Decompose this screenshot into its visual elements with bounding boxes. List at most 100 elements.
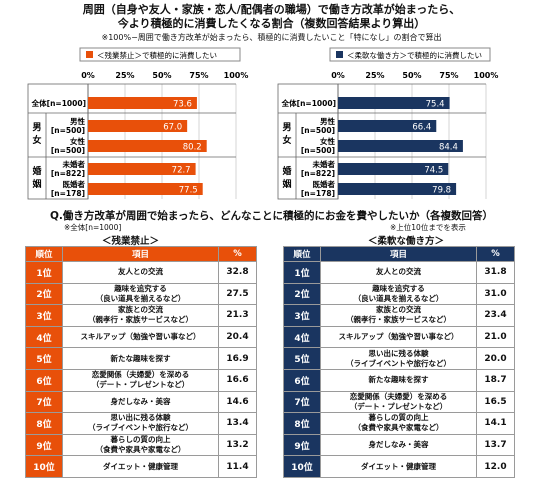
right-tick-label: 75% — [439, 71, 458, 80]
item-cell: 趣味を追究する （良い道具を揃えるなど） — [62, 282, 219, 306]
item-cell: スキルアップ（勉強や習い事など） — [320, 325, 477, 349]
table-row: 8位 思い出に残る体験 （ライブイベントや旅行など） 13.4 — [25, 412, 257, 435]
item-cell: 思い出に残る体験 （ライブイベントや旅行など） — [320, 347, 477, 370]
main-note: ※100%−周囲で働き方改革が始まったら、積極的に消費したいこと「特になし」の割… — [101, 33, 442, 42]
rank-cell: 5位 — [25, 347, 63, 370]
right-legend-box — [329, 47, 491, 62]
table-row: 8位 暮らしの質の向上 （食費や家具や家電など） 14.1 — [283, 412, 515, 435]
left-group-marital-char: 婚 — [32, 165, 41, 177]
percent-cell: 16.5 — [476, 390, 515, 414]
right-bar-value: 75.4 — [426, 100, 445, 110]
rank-cell: 7位 — [283, 390, 321, 414]
table-row: 1位 友人との交流 31.8 — [283, 261, 515, 284]
rank-cell: 4位 — [283, 325, 321, 349]
item-cell: 趣味を追究する （良い道具を揃えるなど） — [320, 282, 477, 306]
right-tick-label: 50% — [402, 71, 421, 80]
right-row-label: 全体[n=1000] — [281, 98, 336, 108]
left-row-label: 既婚者 — [63, 179, 86, 189]
left-bar-value: 77.5 — [179, 186, 198, 196]
left-group-marital-char: 姻 — [32, 178, 41, 190]
right-legend-label: ＜柔軟な働き方＞で積極的に消費したい — [347, 50, 482, 60]
table-row: 2位 趣味を追究する （良い道具を揃えるなど） 31.0 — [283, 282, 515, 306]
table-row: 5位 思い出に残る体験 （ライブイベントや旅行など） 20.0 — [283, 347, 515, 370]
right-tick-label: 0% — [331, 71, 345, 80]
table-row: 3位 家族との交流 （親孝行・家族サービスなど） 23.4 — [283, 304, 515, 327]
right-tick-label: 25% — [365, 71, 384, 80]
item-cell: 新たな趣味を探す — [62, 347, 219, 370]
rank-cell: 8位 — [25, 412, 63, 435]
percent-header: % — [218, 246, 257, 262]
right-group-marital-char: 姻 — [282, 178, 291, 190]
right-group-sex-char: 女 — [282, 134, 291, 146]
ranking-table-right: 順位 項目% 1位 友人との交流 31.8 2位 趣味を追究する （良い道具を揃えるなど） 31… — [283, 246, 515, 478]
rank-cell: 1位 — [25, 261, 63, 284]
left-bar-value: 80.2 — [183, 143, 202, 153]
question-heading: Q.働き方改革が周囲で始まったら、どんなことに積極的にお金を費やしたいか（各複数… — [50, 210, 493, 222]
ranking-table-left: 順位 項目% 1位 友人との交流 32.8 2位 趣味を追究する （良い道具を揃えるなど） 27… — [25, 246, 257, 478]
left-legend-box — [79, 47, 241, 62]
item-cell: 家族との交流 （親孝行・家族サービスなど） — [62, 304, 219, 327]
right-group-marital-char: 婚 — [282, 165, 291, 177]
rank-cell: 8位 — [283, 412, 321, 435]
right-bar — [338, 163, 449, 175]
percent-cell: 31.8 — [476, 261, 515, 284]
right-bar-value: 79.8 — [432, 186, 451, 196]
left-tick-label: 0% — [81, 71, 95, 80]
rank-cell: 7位 — [25, 390, 63, 414]
percent-cell: 13.4 — [218, 412, 257, 435]
left-bar-value: 67.0 — [163, 123, 182, 133]
percent-header: % — [476, 246, 515, 262]
table-row: 10位 ダイエット・健康管理 11.4 — [25, 455, 257, 478]
rank-cell: 9位 — [283, 433, 321, 457]
right-bar — [338, 97, 450, 109]
table-row: 4位 スキルアップ（勉強や習い事など） 20.4 — [25, 325, 257, 349]
item-cell: 思い出に残る体験 （ライブイベントや旅行など） — [62, 412, 219, 435]
rank-cell: 4位 — [25, 325, 63, 349]
table-row: 6位 新たな趣味を探す 18.7 — [283, 368, 515, 392]
percent-cell: 20.4 — [218, 325, 257, 349]
left-tick-label: 75% — [189, 71, 208, 80]
right-bar-value: 66.4 — [412, 123, 431, 133]
right-bar — [338, 140, 463, 152]
left-legend-label: ＜残業禁止＞で積極的に消費したい — [97, 50, 217, 60]
item-cell: 暮らしの質の向上 （食費や家具や家電など） — [320, 412, 477, 435]
right-tick-label: 100% — [474, 71, 499, 80]
rank-header: 順位 — [283, 246, 321, 262]
rank-cell: 6位 — [283, 368, 321, 392]
percent-cell: 12.0 — [476, 455, 515, 478]
right-bar — [338, 183, 457, 195]
rank-cell: 2位 — [25, 282, 63, 306]
rank-header: 順位 — [25, 246, 63, 262]
right-legend-swatch — [336, 51, 343, 58]
rank-cell: 9位 — [25, 433, 63, 457]
left-bar — [88, 183, 203, 195]
table-row: 7位 恋愛関係（夫婦愛）を深める （デート・プレゼントなど） 16.5 — [283, 390, 515, 414]
percent-cell: 20.0 — [476, 347, 515, 370]
base-note: ※全体[n=1000] — [64, 223, 122, 232]
right-row-label: [n=178] — [301, 189, 335, 198]
left-bar — [88, 163, 196, 175]
left-row-label: 男性 — [70, 116, 85, 126]
item-cell: 身だしなみ・美容 — [320, 433, 477, 457]
percent-cell: 14.6 — [218, 390, 257, 414]
left-tick-label: 50% — [152, 71, 171, 80]
left-bar — [88, 120, 188, 132]
percent-cell: 23.4 — [476, 304, 515, 327]
table-row: 10位 ダイエット・健康管理 12.0 — [283, 455, 515, 478]
table-left-caption: ＜残業禁止＞ — [102, 236, 160, 247]
table-row: 9位 身だしなみ・美容 13.7 — [283, 433, 515, 457]
rank-cell: 5位 — [283, 347, 321, 370]
left-tick-label: 100% — [224, 71, 249, 80]
percent-cell: 13.7 — [476, 433, 515, 457]
right-row-label: 未婚者 — [313, 159, 336, 169]
item-cell: 身だしなみ・美容 — [62, 390, 219, 414]
right-row-label: 既婚者 — [313, 179, 336, 189]
item-cell: 友人との交流 — [320, 261, 477, 284]
left-bar — [88, 140, 207, 152]
percent-cell: 18.7 — [476, 368, 515, 392]
right-bar-value: 84.4 — [439, 143, 458, 153]
item-header: 項目 — [320, 246, 477, 262]
percent-cell: 27.5 — [218, 282, 257, 306]
left-tick-label: 25% — [115, 71, 134, 80]
